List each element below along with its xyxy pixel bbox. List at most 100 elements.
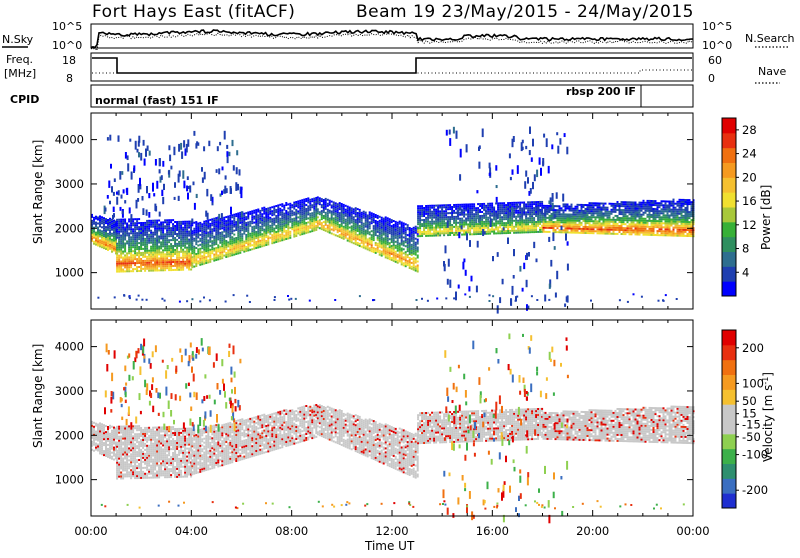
range-gate-cell [630, 217, 633, 220]
range-gate-cell [618, 211, 621, 213]
range-gate-cell [134, 218, 137, 221]
range-gate-cell [590, 204, 593, 207]
range-gate-cell [156, 229, 159, 232]
range-gate-cell [473, 229, 476, 232]
range-gate-cell [199, 259, 202, 262]
range-gate-cell [501, 230, 504, 233]
range-gate-cell [253, 235, 256, 238]
range-gate-cell [225, 256, 228, 258]
range-gate-cell [207, 223, 210, 226]
range-gate-cell [624, 229, 627, 232]
range-gate-cell [126, 242, 129, 245]
range-gate-cell [412, 238, 415, 241]
range-gate-cell [646, 213, 649, 216]
range-gate-cell [642, 217, 645, 220]
range-gate-cell [303, 206, 306, 209]
range-gate-cell [386, 253, 389, 256]
range-gate-cell [293, 213, 296, 216]
range-gate-cell [664, 202, 667, 205]
range-gate-cell [305, 200, 308, 202]
range-gate-cell [513, 215, 516, 218]
range-gate-cell [277, 228, 280, 231]
range-gate-cell [358, 208, 361, 211]
range-gate-cell [408, 259, 411, 261]
range-gate-cell [523, 221, 526, 224]
range-gate-cell [354, 213, 357, 216]
range-gate-cell [162, 269, 165, 272]
range-gate-cell [126, 224, 129, 227]
range-gate-cell [624, 231, 627, 234]
range-gate-cell [642, 229, 645, 232]
range-gate-cell [451, 206, 454, 208]
range-gate-cell [636, 231, 639, 234]
range-gate-cell [372, 249, 375, 252]
range-gate-cell [299, 227, 302, 230]
range-gate-cell [354, 225, 357, 228]
range-gate-cell [126, 232, 129, 235]
range-gate-cell [491, 230, 494, 233]
range-gate-cell [146, 235, 149, 238]
range-gate-cell [664, 206, 667, 209]
range-gate-cell [568, 213, 571, 216]
range-gate-cell [289, 202, 292, 205]
range-gate-cell [259, 211, 262, 214]
range-gate-cell [205, 260, 208, 262]
range-gate-cell [386, 239, 389, 242]
range-gate-cell [166, 245, 169, 248]
range-gate-cell [521, 219, 524, 222]
range-gate-cell [142, 234, 145, 236]
range-gate-cell [259, 231, 262, 234]
freq-label-1: Freq. [6, 53, 33, 66]
range-gate-cell [328, 231, 331, 234]
range-gate-cell [572, 209, 575, 212]
range-gate-cell [180, 244, 183, 247]
range-gate-cell [372, 237, 375, 240]
range-gate-cell [146, 261, 149, 264]
range-gate-cell [600, 226, 603, 229]
range-gate-cell [542, 222, 545, 225]
range-gate-cell [229, 222, 232, 225]
range-gate-cell [105, 240, 107, 242]
range-gate-cell [128, 246, 131, 249]
range-gate-cell [564, 215, 567, 218]
range-gate-cell [273, 205, 276, 208]
range-gate-cell [271, 210, 274, 213]
range-gate-cell [103, 231, 105, 234]
range-gate-cell [118, 264, 121, 267]
range-gate-cell [193, 253, 196, 256]
range-gate-cell [515, 217, 518, 220]
range-gate-cell [178, 236, 181, 239]
range-gate-cell [690, 213, 693, 216]
range-gate-cell [186, 266, 189, 269]
range-gate-cell [176, 256, 179, 259]
range-gate-cell [174, 249, 177, 251]
range-gate-cell [564, 223, 567, 226]
range-gate-cell [439, 218, 442, 221]
range-gate-cell [168, 259, 171, 262]
range-gate-cell [251, 230, 254, 233]
range-gate-cell [273, 223, 276, 226]
range-gate-cell [640, 219, 643, 222]
range-gate-cell [307, 231, 310, 234]
range-gate-cell [152, 223, 155, 226]
range-gate-cell [287, 221, 290, 224]
range-gate-cell [140, 232, 143, 234]
range-gate-cell [146, 231, 149, 234]
range-gate-cell [93, 220, 95, 223]
range-gate-cell [132, 232, 135, 235]
range-gate-cell [676, 222, 679, 225]
range-gate-cell [193, 259, 196, 262]
range-gate-cell [616, 232, 619, 235]
range-gate-cell [140, 242, 143, 244]
range-gate-cell [124, 258, 127, 261]
range-gate-cell [281, 225, 284, 228]
range-gate-cell [116, 266, 119, 269]
range-gate-cell [140, 260, 143, 262]
range-gate-cell [249, 236, 252, 239]
range-gate-cell [688, 211, 691, 214]
range-gate-cell [642, 225, 645, 228]
range-gate-cell [251, 238, 254, 241]
range-gate-cell [630, 223, 633, 226]
range-gate-cell [360, 241, 363, 244]
range-gate-cell [598, 210, 601, 213]
